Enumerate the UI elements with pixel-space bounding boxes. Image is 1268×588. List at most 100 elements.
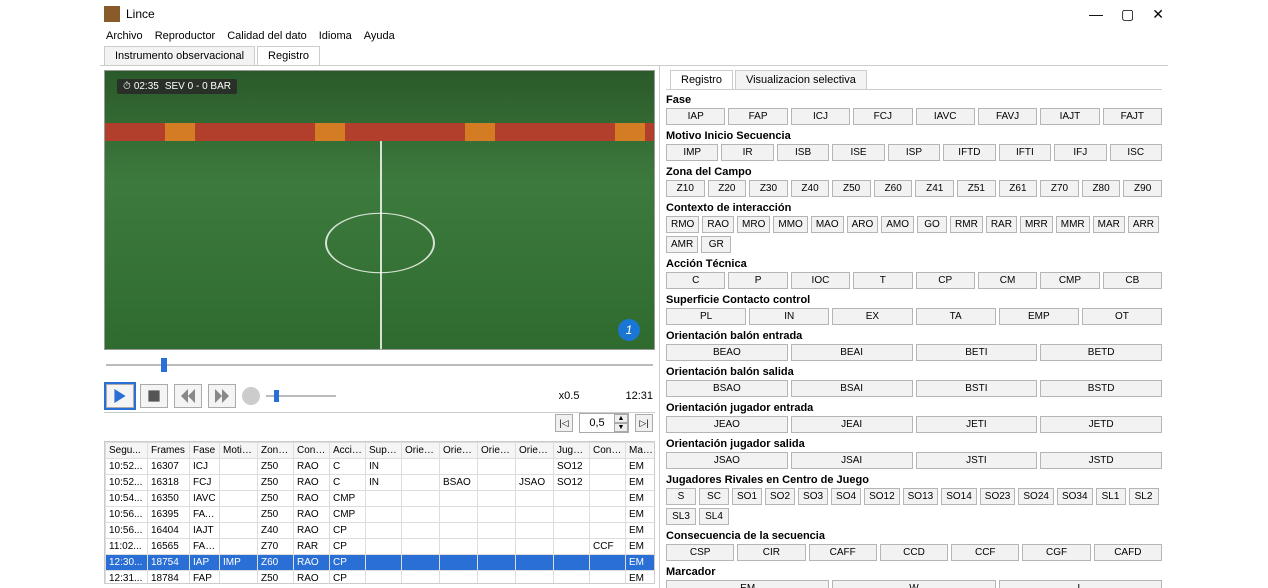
code-jsti[interactable]: JSTI xyxy=(916,452,1038,469)
code-cmp[interactable]: CMP xyxy=(1040,272,1099,289)
code-so1[interactable]: SO1 xyxy=(732,488,762,505)
code-amo[interactable]: AMO xyxy=(881,216,914,233)
table-row[interactable]: 10:56...16404IAJTZ40RAOCPEM xyxy=(106,523,656,539)
code-t[interactable]: T xyxy=(853,272,912,289)
table-row[interactable]: 10:52...16307ICJZ50RAOCINSO12EM xyxy=(106,459,656,475)
col-header[interactable]: Supe... xyxy=(366,443,402,459)
code-pl[interactable]: PL xyxy=(666,308,746,325)
code-so24[interactable]: SO24 xyxy=(1018,488,1054,505)
data-grid[interactable]: Segu...FramesFaseMotiv...Zona...Cont...A… xyxy=(104,441,655,584)
code-rmo[interactable]: RMO xyxy=(666,216,699,233)
code-cafd[interactable]: CAFD xyxy=(1094,544,1162,561)
code-imp[interactable]: IMP xyxy=(666,144,718,161)
code-iftd[interactable]: IFTD xyxy=(943,144,995,161)
menu-idioma[interactable]: Idioma xyxy=(319,30,352,42)
code-w[interactable]: W xyxy=(832,580,995,588)
code-ccd[interactable]: CCD xyxy=(880,544,948,561)
menu-calidad del dato[interactable]: Calidad del dato xyxy=(227,30,307,42)
code-mao[interactable]: MAO xyxy=(811,216,844,233)
code-isb[interactable]: ISB xyxy=(777,144,829,161)
code-beao[interactable]: BEAO xyxy=(666,344,788,361)
code-p[interactable]: P xyxy=(728,272,787,289)
code-fcj[interactable]: FCJ xyxy=(853,108,912,125)
code-fap[interactable]: FAP xyxy=(728,108,787,125)
frame-next-button[interactable]: ▷| xyxy=(635,414,653,432)
code-z90[interactable]: Z90 xyxy=(1123,180,1162,197)
table-row[interactable]: 12:31...18784FAPZ50RAOCPEM xyxy=(106,571,656,585)
volume-icon[interactable] xyxy=(242,387,260,405)
code-ifti[interactable]: IFTI xyxy=(999,144,1051,161)
code-cm[interactable]: CM xyxy=(978,272,1037,289)
col-header[interactable]: Marc... xyxy=(626,443,656,459)
code-jsao[interactable]: JSAO xyxy=(666,452,788,469)
right-tab-visualizacion-selectiva[interactable]: Visualizacion selectiva xyxy=(735,70,867,89)
code-iajt[interactable]: IAJT xyxy=(1040,108,1099,125)
volume-slider[interactable] xyxy=(266,389,336,403)
code-cb[interactable]: CB xyxy=(1103,272,1162,289)
code-aro[interactable]: ARO xyxy=(847,216,879,233)
play-button[interactable] xyxy=(106,384,134,408)
code-jeai[interactable]: JEAI xyxy=(791,416,913,433)
code-fajt[interactable]: FAJT xyxy=(1103,108,1162,125)
code-mro[interactable]: MRO xyxy=(737,216,770,233)
code-so23[interactable]: SO23 xyxy=(980,488,1016,505)
table-row[interactable]: 10:54...16350IAVCZ50RAOCMPEM xyxy=(106,491,656,507)
code-ex[interactable]: EX xyxy=(832,308,912,325)
tab-registro[interactable]: Registro xyxy=(257,46,320,65)
code-mrr[interactable]: MRR xyxy=(1020,216,1053,233)
maximize-button[interactable]: ▢ xyxy=(1121,6,1134,23)
code-z80[interactable]: Z80 xyxy=(1082,180,1121,197)
code-jeao[interactable]: JEAO xyxy=(666,416,788,433)
code-z61[interactable]: Z61 xyxy=(999,180,1038,197)
video-viewport[interactable]: 02:35 SEV 0 - 0 BAR 1 xyxy=(104,70,655,350)
col-header[interactable]: Cons... xyxy=(590,443,626,459)
rewind-button[interactable] xyxy=(174,384,202,408)
code-em[interactable]: EM xyxy=(666,580,829,588)
col-header[interactable]: Accio... xyxy=(330,443,366,459)
code-mar[interactable]: MAR xyxy=(1093,216,1125,233)
tab-instrumento-observacional[interactable]: Instrumento observacional xyxy=(104,46,255,65)
code-beai[interactable]: BEAI xyxy=(791,344,913,361)
col-header[interactable]: Frames xyxy=(148,443,190,459)
col-header[interactable]: Motiv... xyxy=(220,443,258,459)
code-so4[interactable]: SO4 xyxy=(831,488,861,505)
code-csp[interactable]: CSP xyxy=(666,544,734,561)
code-so14[interactable]: SO14 xyxy=(941,488,977,505)
minimize-button[interactable]: — xyxy=(1089,6,1103,23)
col-header[interactable]: Fase xyxy=(190,443,220,459)
code-cgf[interactable]: CGF xyxy=(1022,544,1090,561)
table-row[interactable]: 12:30...18754IAPIMPZ60RAOCPEM xyxy=(106,555,656,571)
code-ir[interactable]: IR xyxy=(721,144,773,161)
code-z50[interactable]: Z50 xyxy=(832,180,871,197)
code-so2[interactable]: SO2 xyxy=(765,488,795,505)
stop-button[interactable] xyxy=(140,384,168,408)
code-z60[interactable]: Z60 xyxy=(874,180,913,197)
code-favj[interactable]: FAVJ xyxy=(978,108,1037,125)
code-go[interactable]: GO xyxy=(917,216,947,233)
code-sc[interactable]: SC xyxy=(699,488,729,505)
code-jetd[interactable]: JETD xyxy=(1040,416,1162,433)
code-sl1[interactable]: SL1 xyxy=(1096,488,1126,505)
code-mmo[interactable]: MMO xyxy=(773,216,807,233)
code-emp[interactable]: EMP xyxy=(999,308,1079,325)
code-z40[interactable]: Z40 xyxy=(791,180,830,197)
code-ccf[interactable]: CCF xyxy=(951,544,1019,561)
forward-button[interactable] xyxy=(208,384,236,408)
code-z70[interactable]: Z70 xyxy=(1040,180,1079,197)
code-arr[interactable]: ARR xyxy=(1128,216,1159,233)
code-bsti[interactable]: BSTI xyxy=(916,380,1038,397)
col-header[interactable]: Orien... xyxy=(402,443,440,459)
code-sl2[interactable]: SL2 xyxy=(1129,488,1159,505)
table-row[interactable]: 10:56...16395FAVJZ50RAOCMPEM xyxy=(106,507,656,523)
right-tab-registro[interactable]: Registro xyxy=(670,70,733,89)
col-header[interactable]: Orien... xyxy=(478,443,516,459)
code-ta[interactable]: TA xyxy=(916,308,996,325)
code-amr[interactable]: AMR xyxy=(666,236,698,253)
code-in[interactable]: IN xyxy=(749,308,829,325)
seek-slider[interactable] xyxy=(106,356,653,374)
code-so13[interactable]: SO13 xyxy=(903,488,939,505)
code-ifj[interactable]: IFJ xyxy=(1054,144,1106,161)
code-gr[interactable]: GR xyxy=(701,236,731,253)
code-z41[interactable]: Z41 xyxy=(915,180,954,197)
code-bstd[interactable]: BSTD xyxy=(1040,380,1162,397)
